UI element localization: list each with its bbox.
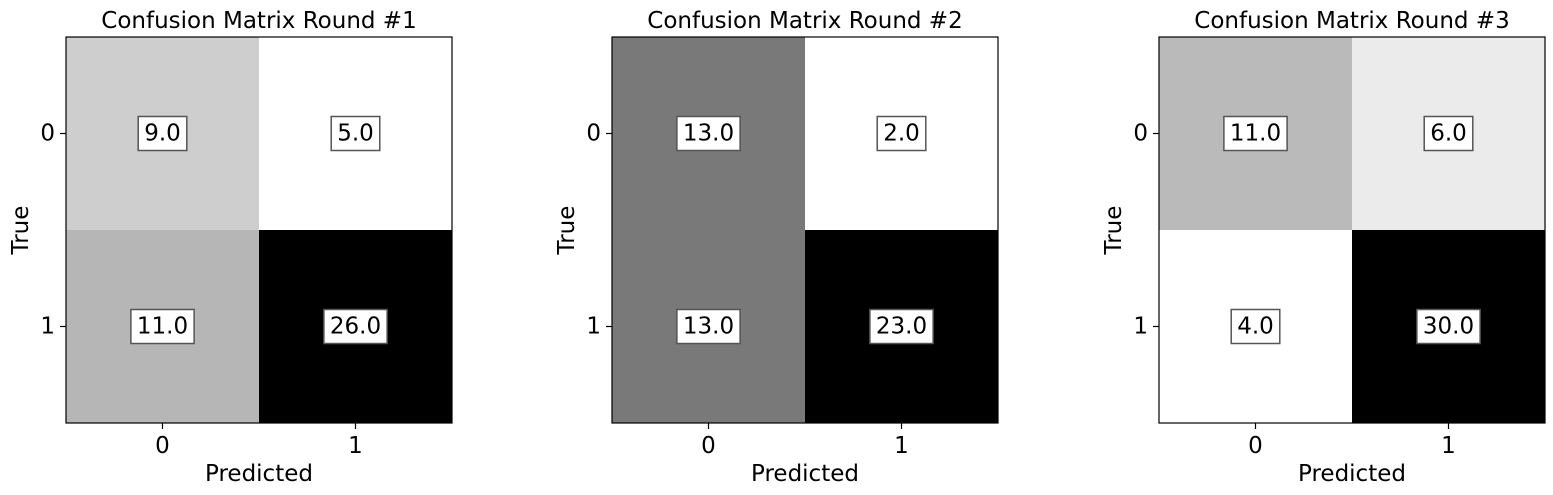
y-tick-label: 1 (586, 314, 601, 340)
x-tick-label: 0 (701, 433, 716, 459)
x-axis-label: Predicted (751, 461, 859, 487)
x-tick-label: 0 (155, 433, 170, 459)
x-tick-label: 1 (1441, 433, 1456, 459)
x-tick-label: 1 (348, 433, 363, 459)
cell-value-label: 9.0 (144, 121, 181, 147)
cell-label-box-r0-c1 (1423, 115, 1474, 152)
y-tick-label: 1 (40, 314, 55, 340)
chart-title: Confusion Matrix Round #2 (647, 8, 962, 34)
y-tick-label: 0 (586, 121, 601, 147)
cell-value-label: 26.0 (330, 314, 381, 340)
y-tick-label: 0 (1133, 121, 1148, 147)
plot-frame (65, 36, 453, 424)
plot-frame (611, 36, 999, 424)
cell-value-label: 4.0 (1237, 314, 1274, 340)
x-tick-label: 0 (1248, 433, 1263, 459)
x-tick-label: 1 (894, 433, 909, 459)
cell-value-label: 11.0 (1230, 121, 1281, 147)
y-axis-label: True (1101, 206, 1127, 256)
confusion-matrix-panel-2: 13.0 2.0 13.0 23.0 0 1 0 1 Confusion Matrix Roun… (554, 8, 999, 487)
cell-label-box-r0-c1 (876, 115, 927, 152)
cell-value-label: 2.0 (883, 121, 920, 147)
cell-value-label: 6.0 (1430, 121, 1467, 147)
confusion-matrix-panel-1: 9.0 5.0 11.0 26.0 0 1 0 1 Confusion Matrix Round… (8, 8, 453, 487)
chart-title: Confusion Matrix Round #1 (101, 8, 416, 34)
cell-label-box-r0-c1 (330, 115, 381, 152)
cell-value-label: 11.0 (137, 314, 188, 340)
cell-value-label: 23.0 (876, 314, 927, 340)
confusion-matrix-panel-3: 11.0 6.0 4.0 30.0 0 1 0 1 Confusion Matrix Round… (1101, 8, 1546, 487)
x-axis-label: Predicted (1298, 461, 1406, 487)
cell-label-box-r1-c1 (869, 308, 934, 345)
cell-label-box-r0-c0 (137, 115, 188, 152)
cell-label-box-r0-c0 (1223, 115, 1288, 152)
cell-label-box-r1-c1 (323, 308, 388, 345)
cell-value-label: 5.0 (337, 121, 374, 147)
cell-value-label: 13.0 (683, 121, 734, 147)
cell-value-label: 30.0 (1423, 314, 1474, 340)
x-axis-label: Predicted (205, 461, 313, 487)
cell-value-label: 13.0 (683, 314, 734, 340)
plot-frame (1158, 36, 1546, 424)
cell-label-box-r1-c0 (1230, 308, 1281, 345)
y-tick-label: 1 (1133, 314, 1148, 340)
y-axis-label: True (554, 206, 580, 256)
cell-label-box-r1-c0 (130, 308, 195, 345)
y-tick-label: 0 (40, 121, 55, 147)
cell-label-box-r1-c0 (676, 308, 741, 345)
cell-label-box-r1-c1 (1416, 308, 1481, 345)
chart-title: Confusion Matrix Round #3 (1194, 8, 1509, 34)
y-axis-label: True (8, 206, 34, 256)
cell-label-box-r0-c0 (676, 115, 741, 152)
